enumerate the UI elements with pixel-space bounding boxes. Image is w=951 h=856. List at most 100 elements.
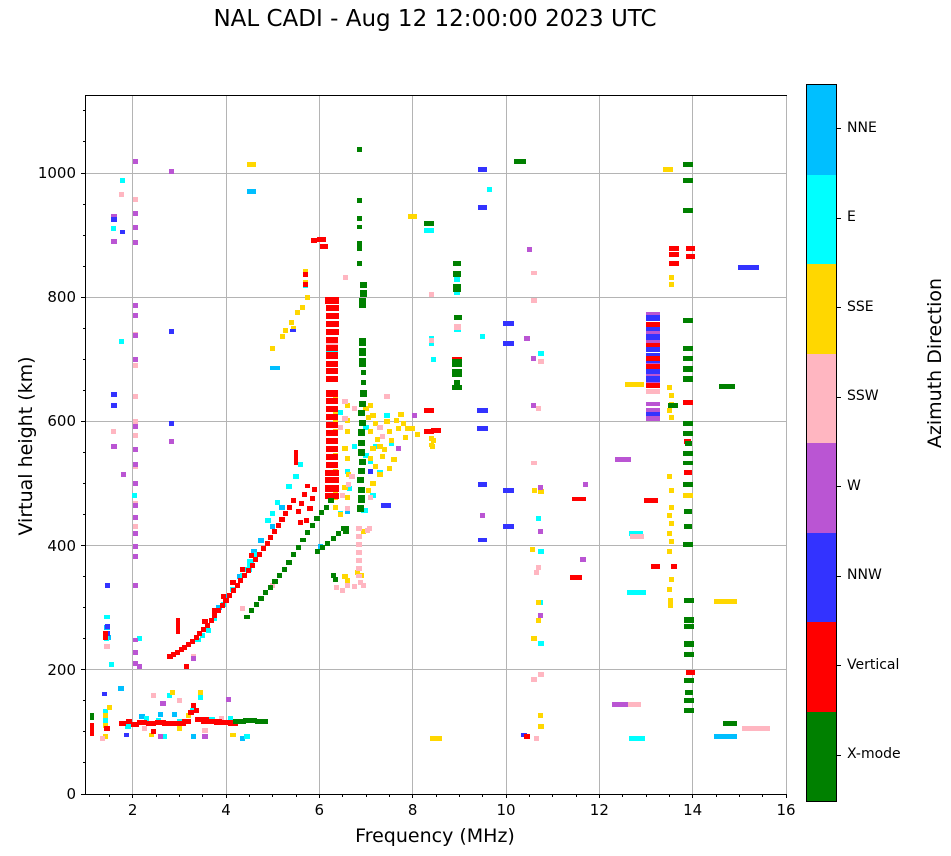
y-minor-tick [82, 203, 85, 205]
data-point-X-mode [249, 608, 255, 614]
colorbar [806, 84, 837, 802]
data-point-W [133, 583, 139, 589]
data-point-X-mode [682, 376, 694, 382]
y-minor-tick [82, 731, 85, 733]
data-point-W [395, 445, 401, 451]
data-point-SSE [396, 426, 402, 432]
data-point-SSE [106, 704, 112, 710]
data-point-SSW [368, 494, 374, 500]
data-point-Vertical [424, 428, 434, 434]
data-point-SSE [333, 410, 339, 416]
data-point-Vertical [304, 483, 310, 489]
data-point-W [537, 485, 543, 491]
data-point-X-mode [683, 208, 693, 214]
data-point-X-mode [723, 720, 737, 726]
data-point-X-mode [277, 572, 283, 578]
data-point-X-mode [309, 523, 315, 529]
data-point-SSW [629, 533, 644, 539]
data-point-W [133, 661, 139, 667]
x-minor-tick [272, 794, 274, 797]
data-point-Vertical [325, 477, 340, 484]
data-point-X-mode [361, 370, 367, 376]
data-point-Vertical [326, 345, 339, 352]
data-point-NNE [190, 733, 196, 739]
data-point-Vertical [167, 653, 173, 659]
x-minor-tick [738, 794, 740, 797]
y-minor-tick [82, 762, 85, 764]
data-point-X-mode [683, 460, 693, 466]
colorbar-label-Vertical: Vertical [847, 656, 900, 673]
data-point-X-mode [319, 510, 325, 516]
data-point-W [133, 313, 139, 319]
data-point-X-mode [683, 421, 693, 427]
colorbar-cell-SSW [807, 353, 836, 443]
data-point-SSE [344, 494, 350, 500]
data-point-SSE [375, 436, 381, 442]
data-point-Vertical [646, 322, 660, 327]
data-point-X-mode [90, 712, 94, 721]
data-point-SSE [295, 310, 301, 316]
data-point-Vertical [245, 567, 251, 573]
data-point-E [454, 276, 460, 282]
y-tick-600 [81, 420, 85, 422]
data-point-Vertical [221, 594, 227, 599]
data-point-Vertical [223, 597, 229, 603]
y-tick-0 [81, 793, 85, 795]
data-point-SSW [133, 196, 139, 202]
data-point-E [363, 453, 369, 459]
data-point-Vertical [257, 551, 263, 557]
data-point-E [265, 518, 271, 524]
data-point-Vertical [249, 553, 255, 558]
x-minor-tick [762, 794, 764, 797]
data-point-NNE [118, 685, 124, 691]
colorbar-tick-NNE [836, 128, 841, 130]
data-point-SSE [531, 636, 537, 642]
data-point-SSE [669, 521, 675, 527]
data-point-SSW [356, 573, 362, 579]
data-point-Vertical [303, 518, 309, 524]
data-point-NNE [216, 605, 222, 611]
gridline-x-16 [785, 96, 787, 794]
data-point-SSE [342, 446, 348, 452]
data-point-X-mode [357, 216, 363, 222]
data-point-SSW [361, 582, 367, 588]
data-point-W [133, 302, 139, 308]
data-point-W [133, 423, 139, 429]
data-point-SSW [342, 399, 348, 404]
data-point-SSE [103, 734, 109, 740]
y-minor-tick [82, 110, 85, 112]
data-point-Vertical [175, 618, 181, 635]
data-point-SSW [337, 425, 343, 431]
data-point-Vertical [238, 577, 244, 583]
data-point-SSW [333, 585, 339, 591]
data-point-SSE [148, 732, 154, 738]
data-point-Vertical [325, 469, 340, 477]
data-point-Vertical [686, 253, 695, 259]
data-point-E [200, 633, 206, 639]
data-point-W [133, 530, 139, 536]
gridline-y-1000 [86, 172, 786, 174]
data-point-E [628, 735, 645, 741]
data-point-Vertical [290, 498, 296, 504]
colorbar-cell-Vertical [807, 622, 836, 712]
data-point-Vertical [212, 612, 218, 618]
x-minor-tick [248, 794, 250, 797]
data-point-NNW [120, 229, 126, 235]
data-point-SSE [103, 712, 109, 718]
data-point-SSE [333, 394, 339, 400]
data-point-SSW [345, 482, 351, 488]
data-point-E [377, 469, 383, 475]
data-point-X-mode [358, 429, 365, 436]
data-point-NNW [478, 537, 488, 543]
data-point-NNW [646, 353, 660, 358]
data-point-X-mode [358, 440, 365, 447]
data-point-NNE [344, 508, 350, 514]
data-point-X-mode [286, 559, 292, 565]
data-point-W [160, 701, 166, 707]
data-point-E [247, 559, 254, 565]
data-point-SSE [683, 493, 693, 499]
data-point-Vertical [431, 427, 441, 433]
gridline-x-14 [692, 96, 694, 794]
data-point-Vertical [326, 438, 339, 445]
data-point-X-mode [452, 359, 462, 367]
